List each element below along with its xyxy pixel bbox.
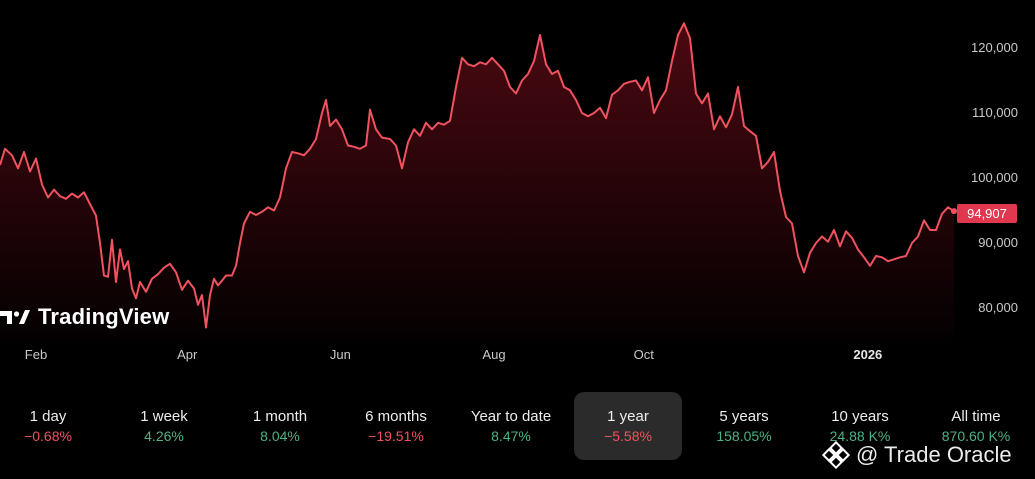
x-tick-label: Jun xyxy=(330,347,351,362)
range-change: 158.05% xyxy=(716,428,772,444)
last-price-point xyxy=(951,208,957,215)
time-range-selector: 1 day −0.68% 1 week 4.26% 1 month 8.04% … xyxy=(0,390,1035,462)
tradingview-logo-text: TradingView xyxy=(38,304,170,329)
range-label: All time xyxy=(951,408,1001,425)
x-tick-label: Apr xyxy=(177,347,198,362)
x-tick-label: Feb xyxy=(25,347,47,362)
range-label: 1 month xyxy=(252,408,308,425)
binance-diamond-icon xyxy=(822,441,850,469)
tradingview-logo-icon xyxy=(0,310,30,324)
y-tick-label: 80,000 xyxy=(978,300,1018,315)
range-change: −5.58% xyxy=(604,428,652,444)
range-label: 10 years xyxy=(831,408,889,425)
price-line xyxy=(0,22,955,329)
watermark-text: @ Trade Oracle xyxy=(856,442,1012,467)
range-label: Year to date xyxy=(470,408,552,425)
price-chart[interactable]: 80,000 90,000 100,000 110,000 120,000 Feb Apr… xyxy=(0,0,1035,380)
range-change: −19.51% xyxy=(368,428,424,444)
last-price-tag: 94,907 xyxy=(957,204,1017,223)
range-change: 870.60 K% xyxy=(941,428,1011,444)
range-change: 24.88 K% xyxy=(829,428,891,444)
range-change: 4.26% xyxy=(144,428,184,444)
x-tick-label: 2026 xyxy=(853,347,882,362)
range-1-month[interactable]: 1 month 8.04% xyxy=(226,392,334,460)
tradingview-logo[interactable]: TradingView xyxy=(0,302,169,332)
range-label: 1 year xyxy=(607,408,649,425)
watermark: @ Trade Oracle xyxy=(822,440,1012,470)
y-tick-label: 90,000 xyxy=(978,235,1018,250)
range-6-months[interactable]: 6 months −19.51% xyxy=(342,392,450,460)
range-label: 5 years xyxy=(719,408,769,425)
range-label: 1 week xyxy=(140,408,188,425)
y-tick-label: 120,000 xyxy=(971,40,1018,55)
y-tick-label: 110,000 xyxy=(972,105,1018,120)
range-change: 8.04% xyxy=(260,428,300,444)
range-label: 1 day xyxy=(29,408,67,425)
price-area-fill xyxy=(0,23,954,343)
range-10-years[interactable]: 10 years 24.88 K% xyxy=(806,392,914,460)
price-chart-svg[interactable]: 80,000 90,000 100,000 110,000 120,000 Feb Apr… xyxy=(0,0,1035,380)
range-5-years[interactable]: 5 years 158.05% xyxy=(690,392,798,460)
range-all-time[interactable]: All time 870.60 K% xyxy=(922,392,1030,460)
range-change: 8.47% xyxy=(491,428,531,444)
range-1-day[interactable]: 1 day −0.68% xyxy=(0,392,102,460)
range-change: −0.68% xyxy=(24,428,72,444)
range-label: 6 months xyxy=(365,408,427,425)
range-1-week[interactable]: 1 week 4.26% xyxy=(110,392,218,460)
y-tick-label: 100,000 xyxy=(971,170,1018,185)
range-1-year[interactable]: 1 year −5.58% xyxy=(574,392,682,460)
range-year-to-date[interactable]: Year to date 8.47% xyxy=(457,392,565,460)
x-tick-label: Oct xyxy=(634,347,655,362)
x-tick-label: Aug xyxy=(482,347,505,362)
